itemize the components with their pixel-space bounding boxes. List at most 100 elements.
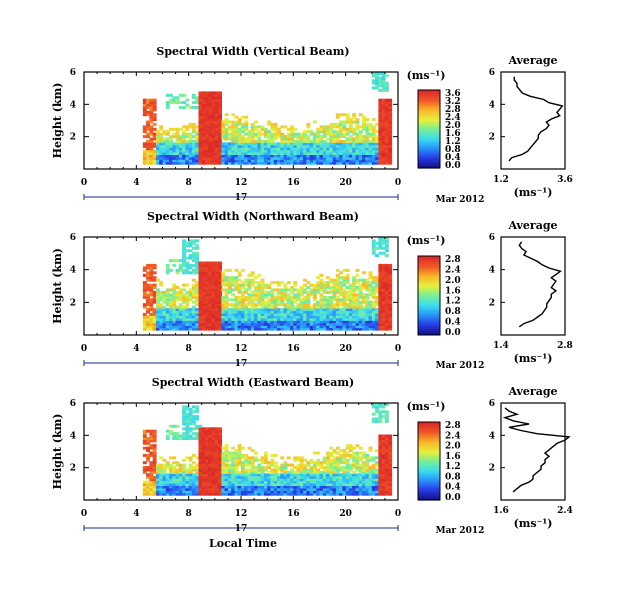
heatmap-cell xyxy=(339,271,343,275)
heatmap-cell xyxy=(290,127,294,131)
heatmap-cell xyxy=(306,156,311,160)
heatmap-cell xyxy=(267,470,272,474)
heatmap-cell xyxy=(234,147,239,151)
heatmap-cell xyxy=(339,300,343,304)
heatmap-cell xyxy=(378,101,383,105)
heatmap-cell xyxy=(218,276,222,280)
heatmap-cell xyxy=(205,130,209,134)
colorbar-tick-label: 2.4 xyxy=(445,113,461,123)
heatmap-cell xyxy=(162,317,167,321)
heatmap-cell xyxy=(326,327,330,331)
heatmap-cell xyxy=(178,325,183,329)
heatmap-cell xyxy=(218,266,222,270)
heatmap-cell xyxy=(309,317,314,321)
heatmap-cell xyxy=(260,154,265,158)
heatmap-cell xyxy=(384,152,389,155)
heatmap-cell xyxy=(348,122,353,126)
heatmap-cell xyxy=(319,490,324,494)
heatmap-cell xyxy=(231,310,236,314)
heatmap-cell xyxy=(322,298,327,302)
heatmap-cell xyxy=(319,293,324,297)
average-profile-line xyxy=(518,241,562,328)
heatmap-cell xyxy=(172,144,177,148)
heatmap-cell xyxy=(306,142,311,146)
heatmap-cell xyxy=(319,322,324,326)
heatmap-cell xyxy=(371,276,376,280)
heatmap-cell xyxy=(198,125,203,129)
heatmap-cell xyxy=(339,120,343,124)
heatmap-cell xyxy=(182,293,186,297)
heatmap-cell xyxy=(169,312,173,316)
heatmap-cell xyxy=(365,288,370,292)
heatmap-cell xyxy=(162,466,167,470)
heatmap-cell xyxy=(214,290,219,294)
heatmap-cell xyxy=(257,135,262,139)
heatmap-cell xyxy=(227,290,232,294)
heatmap-cell xyxy=(214,91,219,95)
heatmap-cell xyxy=(195,327,200,331)
date-tick-label: 17 xyxy=(235,359,248,369)
heatmap-cell xyxy=(175,298,180,302)
heatmap-cell xyxy=(165,152,170,155)
heatmap-cell xyxy=(195,288,200,292)
heatmap-cell xyxy=(201,317,206,321)
heatmap-cell xyxy=(214,132,219,136)
heatmap-cell xyxy=(234,152,239,155)
heatmap-cell xyxy=(378,149,383,153)
heatmap-cell xyxy=(185,420,190,423)
heatmap-cell xyxy=(208,98,213,102)
heatmap-cell xyxy=(185,485,190,489)
heatmap-cell xyxy=(362,154,366,158)
heatmap-cell xyxy=(368,154,373,158)
heatmap-cell xyxy=(244,152,249,155)
heatmap-cell xyxy=(146,154,150,158)
colorbar-swatch xyxy=(418,125,440,128)
heatmap-cell xyxy=(263,322,268,326)
heatmap-cell xyxy=(293,161,298,165)
heatmap-cell xyxy=(201,283,206,287)
heatmap-cell xyxy=(201,91,206,95)
heatmap-cell xyxy=(306,152,311,155)
heatmap-cell xyxy=(162,293,167,297)
heatmap-cell xyxy=(241,322,245,326)
heatmap-cell xyxy=(296,152,301,155)
heatmap-cell xyxy=(332,466,337,470)
heatmap-cell xyxy=(299,480,304,484)
heatmap-cell xyxy=(309,325,314,329)
heatmap-cell xyxy=(384,490,389,494)
heatmap-cell xyxy=(218,261,222,265)
heatmap-cell xyxy=(388,266,393,270)
heatmap-cell xyxy=(195,298,200,302)
heatmap-cell xyxy=(159,456,164,460)
heatmap-cell xyxy=(273,305,278,309)
heatmap-cell xyxy=(188,149,193,153)
heatmap-cell xyxy=(375,149,379,153)
heatmap-cell xyxy=(378,305,383,309)
heatmap-cell xyxy=(175,483,180,486)
heatmap-cell xyxy=(293,315,298,319)
heatmap-cell xyxy=(384,154,389,158)
heatmap-cell xyxy=(362,470,366,474)
heatmap-cell xyxy=(162,137,167,141)
heatmap-cell xyxy=(218,458,222,462)
heatmap-cell xyxy=(339,308,343,312)
heatmap-cell xyxy=(250,293,255,297)
heatmap-cell xyxy=(211,273,216,277)
heatmap-cell xyxy=(384,470,389,474)
heatmap-cell xyxy=(283,142,288,146)
heatmap-cell xyxy=(326,305,330,309)
heatmap-cell xyxy=(156,468,160,472)
heatmap-cell xyxy=(201,118,206,122)
heatmap-cell xyxy=(319,161,324,165)
heatmap-cell xyxy=(191,308,196,312)
heatmap-cell xyxy=(175,154,180,158)
heatmap-cell xyxy=(237,305,242,309)
heatmap-cell xyxy=(146,293,150,297)
heatmap-cell xyxy=(319,320,324,324)
heatmap-cell xyxy=(241,320,245,324)
heatmap-cell xyxy=(371,492,376,496)
heatmap-cell xyxy=(178,295,183,299)
heatmap-cell xyxy=(218,463,222,467)
heatmap-cell xyxy=(299,466,304,470)
heatmap-cell xyxy=(247,461,252,465)
